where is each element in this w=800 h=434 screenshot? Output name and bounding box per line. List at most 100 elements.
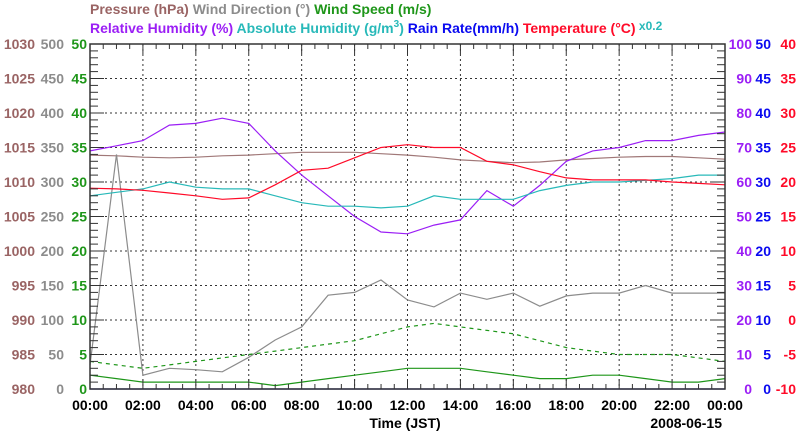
x-tick-label: 16:00 <box>495 397 531 413</box>
y-tick-label-wind-direction: 450 <box>41 71 65 87</box>
y-tick-label-humidity: 80 <box>736 105 752 121</box>
x-tick-label: 04:00 <box>178 397 214 413</box>
series-line-wind-direction <box>89 154 725 376</box>
y-tick-label-humidity: 90 <box>736 71 752 87</box>
x-tick-label: 22:00 <box>654 397 690 413</box>
y-tick-label-temperature: 10 <box>780 243 796 259</box>
y-tick-label-wind-direction: 100 <box>41 312 65 328</box>
series-line-wind-speed-max-m-s <box>89 322 726 369</box>
legend-entry: Relative Humidity (%) <box>90 20 233 36</box>
x-tick-label: 02:00 <box>125 397 161 413</box>
y-tick-label-temperature: 20 <box>780 174 796 190</box>
y-tick-label-humidity: 40 <box>736 243 752 259</box>
y-tick-label-humidity: 30 <box>736 278 752 294</box>
y-tick-label-temperature: 15 <box>780 209 796 225</box>
plot-frame <box>89 43 726 390</box>
series-line-relative-humidity <box>89 117 726 235</box>
legend-entry: x0.2 <box>636 19 663 33</box>
y-tick-label-pressure: 985 <box>12 347 36 363</box>
y-tick-label-wind-speed: 0 <box>79 381 87 397</box>
y-tick-label-temperature: 0 <box>788 312 796 328</box>
legend-superscript: 3 <box>394 19 400 30</box>
legend-entry: Wind Speed (m/s) <box>310 1 431 17</box>
y-tick-label-humidity: 70 <box>736 140 752 156</box>
y-tick-label-wind-direction: 350 <box>41 140 65 156</box>
y-tick-label-humidity: 20 <box>736 312 752 328</box>
series-line-temperature-c <box>89 144 726 200</box>
series-group <box>89 117 726 390</box>
y-tick-label-wind-speed: 25 <box>71 209 87 225</box>
y-tick-label-wind-direction: 300 <box>41 174 65 190</box>
legend-entry: Pressure (hPa) <box>90 1 189 17</box>
legend-entry: Temperature (°C) <box>519 20 636 36</box>
y-tick-label-pressure: 1010 <box>4 174 35 190</box>
y-tick-label-humidity: 10 <box>736 347 752 363</box>
y-tick-label-wind-direction: 0 <box>56 381 64 397</box>
y-tick-label-wind-speed: 15 <box>71 278 87 294</box>
y-tick-label-temperature: -5 <box>784 347 797 363</box>
date-label: 2008-06-15 <box>650 415 722 431</box>
y-tick-label-temperature: 30 <box>780 105 796 121</box>
axes: 9809859909951000100510101015102010251030… <box>4 36 796 413</box>
x-tick-label: 06:00 <box>231 397 267 413</box>
y-tick-label-pressure: 995 <box>12 278 36 294</box>
y-tick-label-wind-speed: 50 <box>71 36 87 52</box>
y-tick-label-rain: 30 <box>755 174 771 190</box>
y-tick-label-wind-speed: 35 <box>71 140 87 156</box>
x-tick-label: 00:00 <box>707 397 743 413</box>
legend-entry: Rain Rate(mm/h) <box>404 20 519 36</box>
y-tick-label-wind-speed: 30 <box>71 174 87 190</box>
y-tick-label-rain: 15 <box>755 278 771 294</box>
y-tick-label-pressure: 1000 <box>4 243 35 259</box>
x-axis-label: Time (JST) <box>369 415 440 431</box>
y-tick-label-wind-speed: 10 <box>71 312 87 328</box>
y-tick-label-rain: 45 <box>755 71 771 87</box>
y-tick-label-wind-speed: 20 <box>71 243 87 259</box>
y-tick-label-temperature: -10 <box>776 381 796 397</box>
grid <box>90 44 725 389</box>
x-tick-label: 14:00 <box>443 397 479 413</box>
y-tick-label-pressure: 980 <box>12 381 36 397</box>
legend-row-1: Pressure (hPa) Wind Direction (°) Wind S… <box>90 1 431 17</box>
y-tick-label-wind-speed: 40 <box>71 105 87 121</box>
y-tick-label-rain: 0 <box>763 381 771 397</box>
legend-tail: ) <box>399 20 404 36</box>
legend-row-2: Relative Humidity (%) Absolute Humidity … <box>90 19 663 36</box>
y-tick-label-pressure: 1015 <box>4 140 35 156</box>
series-line-pressure-hpa <box>89 151 726 164</box>
y-tick-label-humidity: 0 <box>744 381 752 397</box>
y-tick-label-rain: 25 <box>755 209 771 225</box>
x-tick-label: 08:00 <box>284 397 320 413</box>
y-tick-label-rain: 35 <box>755 140 771 156</box>
y-tick-label-temperature: 35 <box>780 71 796 87</box>
legend-entry: Absolute Humidity (g/m <box>233 20 393 36</box>
y-tick-label-rain: 50 <box>755 36 771 52</box>
y-tick-label-pressure: 1020 <box>4 105 35 121</box>
x-tick-label: 20:00 <box>601 397 637 413</box>
y-tick-label-pressure: 1030 <box>4 36 35 52</box>
y-tick-label-wind-speed: 45 <box>71 71 87 87</box>
y-tick-label-wind-direction: 50 <box>48 347 64 363</box>
y-tick-label-humidity: 60 <box>736 174 752 190</box>
y-tick-label-rain: 20 <box>755 243 771 259</box>
x-tick-label: 18:00 <box>548 397 584 413</box>
y-tick-label-temperature: 40 <box>780 36 796 52</box>
y-tick-label-temperature: 25 <box>780 140 796 156</box>
x-tick-label: 10:00 <box>337 397 373 413</box>
y-tick-label-pressure: 1005 <box>4 209 35 225</box>
series-line-absolute-humidity-x0-2 <box>89 174 725 209</box>
y-tick-label-pressure: 1025 <box>4 71 35 87</box>
y-tick-label-humidity: 50 <box>736 209 752 225</box>
y-tick-label-wind-direction: 400 <box>41 105 65 121</box>
y-tick-label-wind-direction: 150 <box>41 278 65 294</box>
x-tick-label: 12:00 <box>390 397 426 413</box>
y-tick-label-rain: 10 <box>755 312 771 328</box>
y-tick-label-pressure: 990 <box>12 312 36 328</box>
y-tick-label-rain: 40 <box>755 105 771 121</box>
legend-entry: Wind Direction (°) <box>189 1 310 17</box>
y-tick-label-humidity: 100 <box>729 36 753 52</box>
y-tick-label-wind-direction: 500 <box>41 36 65 52</box>
legend: Pressure (hPa) Wind Direction (°) Wind S… <box>90 1 663 36</box>
